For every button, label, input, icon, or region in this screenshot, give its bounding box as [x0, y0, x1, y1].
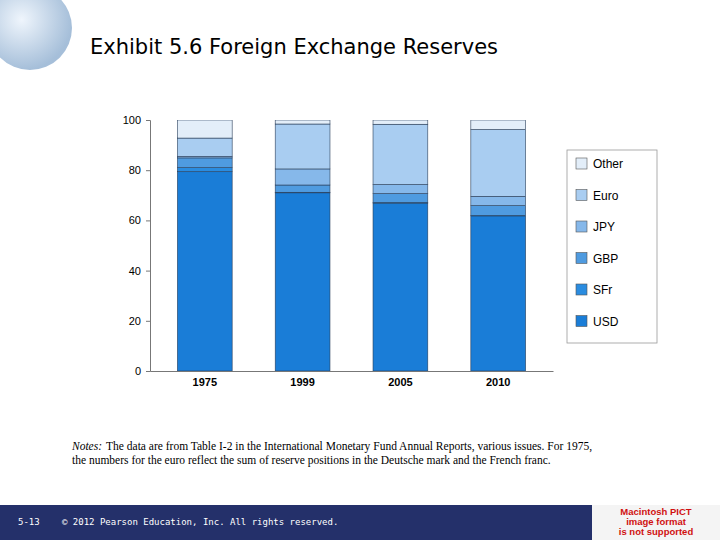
- series-0: [177, 172, 525, 371]
- bar-segment: [471, 216, 526, 371]
- x-tick-label: 1975: [193, 376, 217, 388]
- bar-segment: [275, 169, 330, 185]
- y-tick-label: 100: [123, 114, 141, 126]
- legend-label: JPY: [593, 220, 615, 234]
- y-tick: 60: [129, 214, 150, 226]
- bar-segment: [177, 172, 232, 371]
- y-axis: 0 20 40 60 80 100: [123, 114, 151, 377]
- bar-segment: [177, 168, 232, 172]
- legend-label: USD: [593, 315, 619, 329]
- legend-swatch: [576, 158, 587, 169]
- bar-segment: [471, 120, 526, 130]
- bar-segment: [373, 194, 428, 203]
- legend-swatch: [576, 284, 587, 295]
- x-axis: 1975 1999 2005 2010: [151, 371, 554, 388]
- notes-label: Notes:: [71, 440, 102, 452]
- bar-segment: [373, 120, 428, 124]
- title: Exhibit 5.6 Foreign Exchange Reserves: [90, 35, 498, 59]
- y-tick: 0: [135, 365, 150, 377]
- x-tick: 2010: [486, 371, 510, 388]
- footer-band: [0, 505, 592, 540]
- bar-segment: [177, 120, 232, 138]
- image-placeholder-text: is not supported: [619, 526, 694, 537]
- y-tick: 20: [129, 315, 150, 327]
- legend-label: GBP: [593, 252, 618, 266]
- x-tick: 1975: [193, 371, 217, 388]
- slide: Exhibit 5.6 Foreign Exchange Reserves 0 20…: [0, 0, 720, 540]
- legend-swatch: [576, 190, 587, 201]
- x-tick-label: 1999: [290, 376, 314, 388]
- bar-segment: [471, 130, 526, 197]
- x-tick: 2005: [388, 371, 412, 388]
- legend-swatch: [576, 253, 587, 264]
- bars: [177, 120, 525, 371]
- y-tick: 80: [129, 164, 150, 176]
- notes-line: Notes: The data are from Table I-2 in the…: [71, 440, 592, 453]
- legend-swatch: [576, 316, 587, 327]
- legend-swatch: [576, 221, 587, 232]
- bar-segment: [373, 185, 428, 194]
- copyright: © 2012 Pearson Education, Inc. All right…: [62, 517, 338, 527]
- notes: Notes: The data are from Table I-2 in the…: [71, 440, 592, 467]
- y-axis-line: [146, 121, 151, 372]
- y-tick-mark: [146, 271, 150, 272]
- legend-label: Other: [593, 157, 623, 171]
- y-tick-label: 0: [135, 365, 141, 377]
- x-axis-line: [151, 371, 554, 372]
- y-tick-mark: [146, 170, 150, 171]
- legend-label: Euro: [593, 189, 619, 203]
- y-tick-label: 60: [129, 214, 141, 226]
- series-5: [177, 120, 525, 138]
- y-tick-label: 20: [129, 315, 141, 327]
- notes-text: The data are from Table I-2 in the Inter…: [106, 440, 592, 453]
- bar-segment: [471, 196, 526, 205]
- globe-decoration: [0, 0, 72, 70]
- legend-label: SFr: [593, 283, 612, 297]
- x-tick-label: 2005: [388, 376, 412, 388]
- bar-segment: [275, 193, 330, 371]
- bar-segment: [275, 185, 330, 192]
- legend: Other Euro JPY GBP SFr USD: [567, 150, 657, 343]
- bar-segment: [373, 203, 428, 371]
- y-tick: 40: [129, 265, 150, 277]
- y-tick-mark: [146, 371, 150, 372]
- bar-segment: [373, 124, 428, 184]
- y-tick-label: 40: [129, 265, 141, 277]
- bar-segment: [275, 124, 330, 169]
- y-tick-mark: [146, 220, 150, 221]
- bar-segment: [177, 138, 232, 156]
- image-placeholder-box: [592, 505, 720, 540]
- y-tick: 100: [123, 114, 150, 126]
- y-tick-mark: [146, 120, 150, 121]
- x-tick-label: 2010: [486, 376, 510, 388]
- page-number: 5-13: [18, 517, 40, 527]
- notes-text: the numbers for the euro reflect the sum…: [72, 454, 551, 467]
- legend-box: [567, 150, 657, 343]
- y-tick-label: 80: [129, 164, 141, 176]
- bar-segment: [275, 120, 330, 124]
- x-tick: 1999: [290, 371, 314, 388]
- bar-segment: [177, 158, 232, 168]
- bar-segment: [471, 206, 526, 216]
- y-tick-mark: [146, 321, 150, 322]
